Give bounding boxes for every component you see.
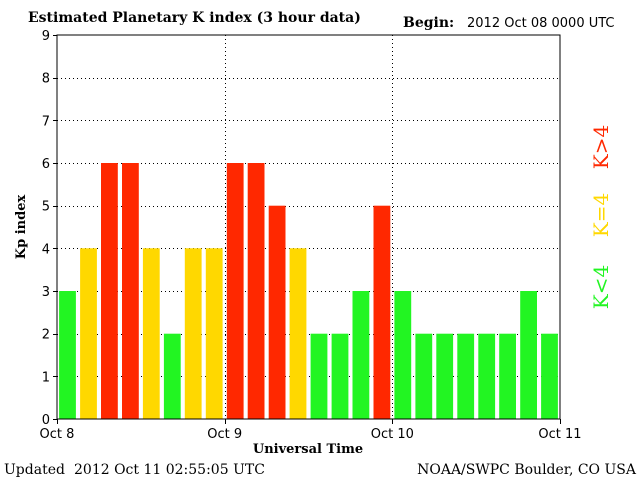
bar — [394, 291, 412, 419]
y-tick-label: 3 — [42, 285, 50, 300]
bar — [520, 291, 537, 419]
y-axis-ticks: 0 1 2 3 4 5 6 7 8 9 — [42, 29, 57, 428]
x-tick-label: Oct 8 — [40, 427, 75, 442]
y-tick-label: 8 — [42, 72, 50, 87]
x-tick-label: Oct 11 — [538, 427, 581, 442]
bars — [59, 163, 558, 419]
bar — [499, 333, 516, 419]
plot-frame — [56, 34, 561, 420]
bar — [226, 163, 244, 419]
bar — [247, 163, 265, 419]
bar — [122, 163, 139, 419]
legend-high: K>4 — [589, 125, 613, 169]
grid-lines — [57, 35, 560, 419]
bar — [184, 248, 202, 419]
bar — [331, 333, 349, 419]
bar — [101, 163, 118, 419]
x-axis-label: Universal Time — [253, 442, 363, 457]
bar — [373, 205, 391, 419]
bar — [59, 291, 76, 419]
y-tick-label: 0 — [42, 413, 50, 428]
bar — [415, 333, 433, 419]
x-tick-label: Oct 9 — [207, 427, 242, 442]
y-axis-label: Kp index — [14, 195, 29, 260]
updated-label: Updated — [4, 462, 65, 478]
chart-title: Estimated Planetary K index (3 hour data… — [28, 10, 361, 26]
legend-low: K<4 — [589, 265, 613, 309]
begin-label: Begin: — [403, 15, 454, 31]
credit-text: NOAA/SWPC Boulder, CO USA — [417, 462, 637, 478]
bar — [352, 291, 370, 419]
bar — [142, 248, 160, 419]
bar — [310, 333, 328, 419]
y-tick-label: 6 — [42, 157, 50, 172]
y-tick-label: 2 — [42, 328, 50, 343]
begin-value: 2012 Oct 08 0000 UTC — [467, 16, 615, 31]
bar — [268, 205, 286, 419]
bar — [80, 248, 97, 419]
updated-value: 2012 Oct 11 02:55:05 UTC — [74, 462, 265, 478]
bar — [436, 333, 454, 419]
bar — [478, 333, 496, 419]
legend-mid: K=4 — [589, 193, 613, 237]
y-tick-label: 1 — [42, 370, 50, 385]
bar — [457, 333, 475, 419]
y-tick-label: 7 — [42, 114, 50, 129]
y-tick-label: 4 — [42, 242, 50, 257]
bar — [163, 333, 181, 419]
y-tick-label: 5 — [42, 200, 50, 215]
bar — [289, 248, 307, 419]
x-tick-label: Oct 10 — [371, 427, 414, 442]
y-tick-label: 9 — [42, 29, 50, 44]
bar — [541, 333, 558, 419]
x-axis-ticks: Oct 8 Oct 9 Oct 10 Oct 11 — [40, 419, 582, 442]
bar — [205, 248, 223, 419]
